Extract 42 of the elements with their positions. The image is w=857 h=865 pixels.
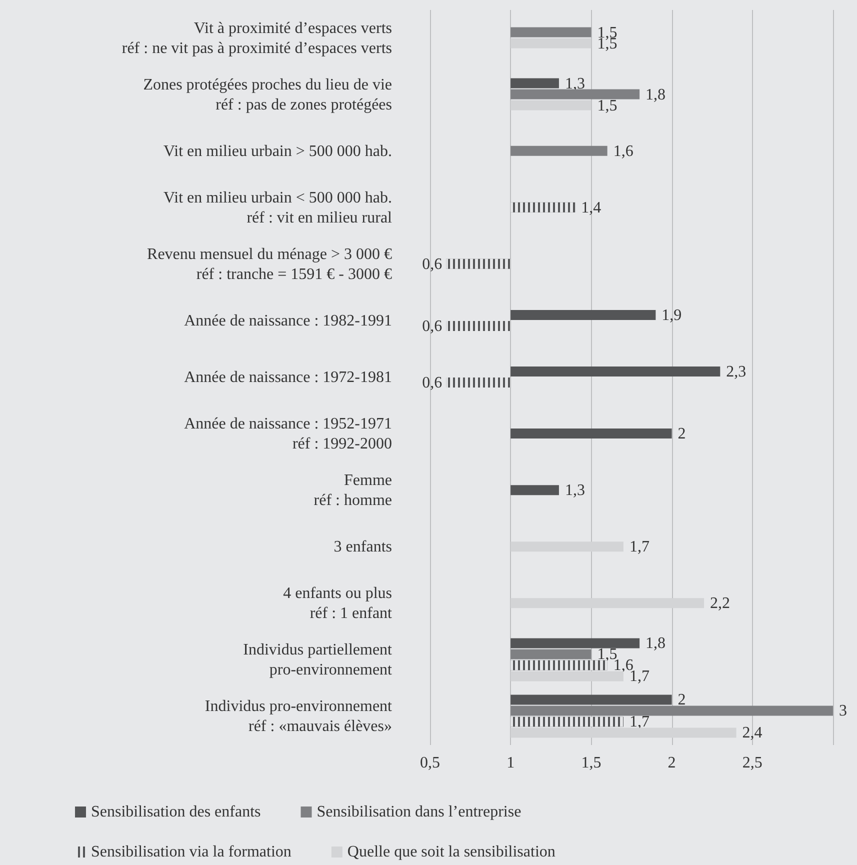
y-tick-label: Individus partiellement pro-environnement: [243, 642, 393, 679]
y-tick-label: Année de naissance : 1972-1981: [184, 369, 392, 386]
x-tick-label: 1,5: [581, 754, 602, 772]
data-label: 1,3: [564, 75, 585, 92]
data-label: 1,4: [581, 199, 602, 216]
y-tick-label: Zones protégées proches du lieu de vie réf : pas de zones protégées: [143, 76, 392, 114]
x-tick-label: 2: [668, 754, 676, 772]
y-tick-label: Vit en milieu urbain < 500 000 hab. réf : vit en milieu rural: [164, 189, 393, 226]
x-tick-label: 0,5: [420, 754, 440, 772]
data-label: 0,6: [422, 318, 442, 335]
y-tick-label: Individus pro-environnement réf : «mauvais élèves»: [204, 698, 393, 736]
data-label: 3: [839, 702, 847, 720]
y-tick-label: Vit en milieu urbain > 500 000 hab.: [164, 142, 392, 160]
data-label: 1,7: [629, 538, 650, 556]
data-label: 1,9: [662, 306, 682, 324]
data-label: 1,8: [646, 635, 666, 652]
data-label: 2,2: [710, 595, 730, 612]
data-label: 2,4: [742, 724, 762, 742]
y-tick-label: 3 enfants: [334, 538, 392, 556]
data-label: 1,5: [597, 646, 618, 664]
y-tick-label: 4 enfants ou plus réf : 1 enfant: [283, 585, 393, 622]
data-label: 1,8: [646, 86, 666, 104]
data-label: 0,6: [422, 256, 442, 273]
data-label: 1,3: [564, 482, 585, 500]
legend-label: Sensibilisation dans l’entreprise: [316, 804, 522, 820]
data-label: 1,5: [597, 97, 618, 114]
legend-label: Sensibilisation des enfants: [91, 804, 261, 820]
data-label: 1,6: [613, 142, 634, 160]
legend-label: Sensibilisation via la formation: [91, 844, 292, 860]
data-label: 2: [678, 426, 686, 443]
y-tick-label: Revenu mensuel du ménage > 3 000 € réf : tranche = 1591 € - 3000 €: [147, 246, 392, 283]
y-tick-label: Année de naissance : 1982-1991: [184, 312, 392, 330]
data-label: 2,3: [726, 364, 746, 380]
x-tick-label: 2,5: [742, 754, 762, 772]
y-tick-label: Année de naissance : 1952-1971 réf : 1992-2000: [184, 416, 392, 453]
y-tick-label: Vit à proximité d’espaces verts réf : ne vit pas à proximité d’espaces verts: [122, 20, 392, 57]
y-tick-label: Femme réf : homme: [314, 472, 392, 510]
x-tick-label: 1: [506, 754, 515, 772]
data-label: 1,7: [629, 714, 650, 731]
data-label: 2: [678, 692, 686, 709]
data-label: 0,6: [422, 374, 442, 392]
legend-label: Quelle que soit la sensibilisation: [347, 844, 556, 860]
